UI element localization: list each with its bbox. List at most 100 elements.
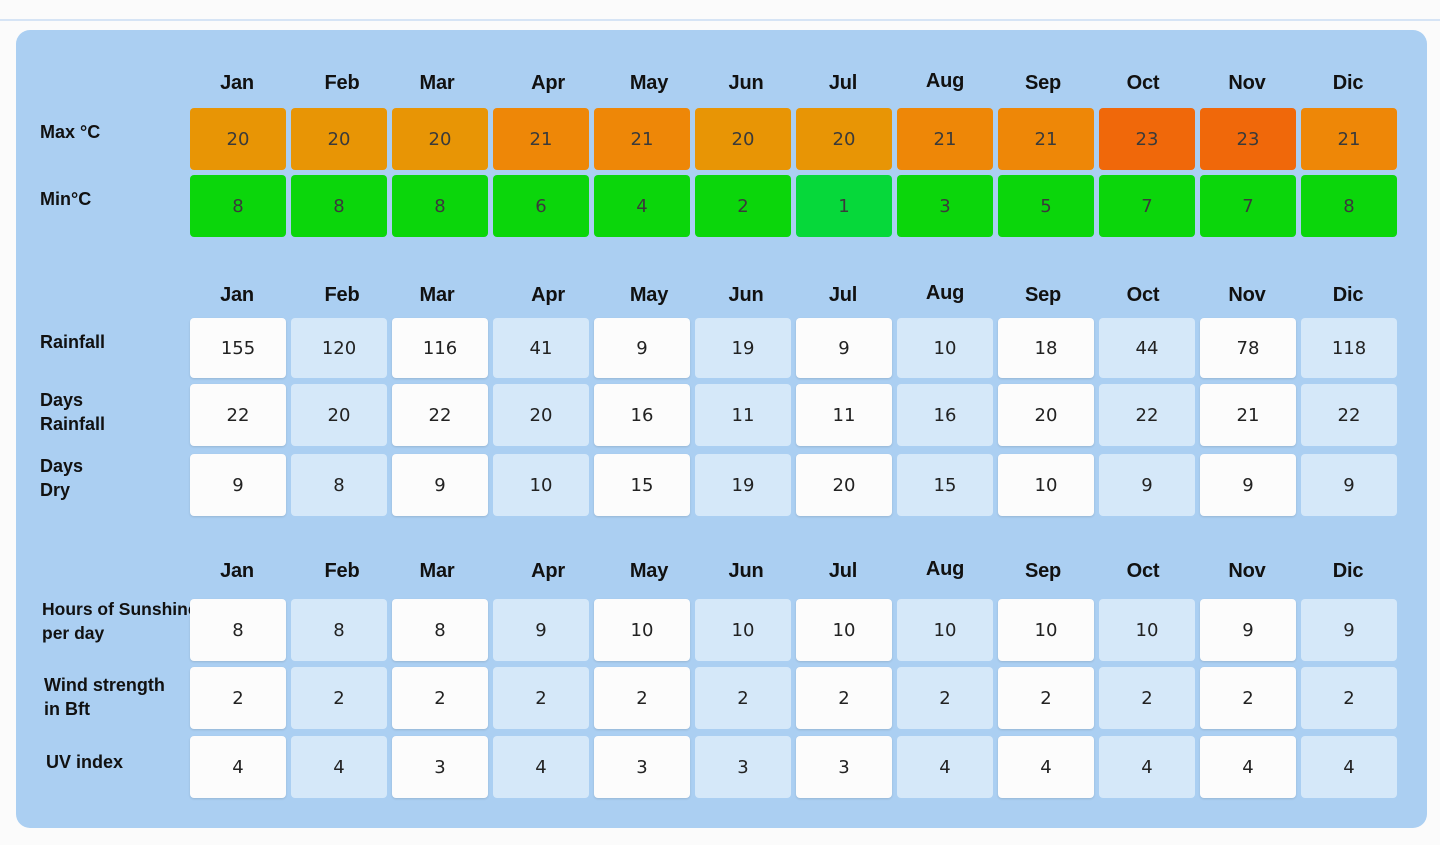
month-header-jan: Jan [220,284,254,306]
month-header-jun: Jun [728,284,764,306]
value-cell: 8 [392,599,488,661]
month-header-jun: Jun [728,72,764,94]
value-cell: 10 [897,599,993,661]
value-cell: 20 [291,108,387,170]
temperature-section: Jan Feb Mar Apr May Jun Jul Aug Sep Oct Nov Dic Max… [16,70,1427,242]
month-header-sep: Sep [1024,560,1062,582]
month-header-jan: Jan [220,560,254,582]
value-cell: 9 [1301,599,1397,661]
value-cell: 2 [897,667,993,729]
value-cell: 10 [695,599,791,661]
value-cell: 3 [594,736,690,798]
value-cell: 2 [695,175,791,237]
value-cell: 120 [291,318,387,378]
value-cell: 8 [392,175,488,237]
value-cell: 22 [190,384,286,446]
value-cell: 10 [897,318,993,378]
month-header-feb: Feb [324,72,360,94]
value-cell: 7 [1099,175,1195,237]
value-cell: 9 [1200,454,1296,516]
value-cell: 8 [291,599,387,661]
row-label-line: per day [42,623,105,643]
value-cell: 2 [291,667,387,729]
row-label: Max °C [40,122,101,142]
value-cell: 44 [1099,318,1195,378]
value-cell: 2 [1301,667,1397,729]
value-cell: 9 [392,454,488,516]
value-cell: 4 [493,736,589,798]
value-cell: 10 [998,454,1094,516]
row-label: Days Dry [40,454,83,502]
value-cell: 20 [493,384,589,446]
value-cell: 2 [998,667,1094,729]
value-cell: 9 [1200,599,1296,661]
month-header-jun: Jun [728,560,764,582]
sun-wind-uv-section: Jan Feb Mar Apr May Jun Jul Aug Sep Oct Nov Dic Hou… [16,558,1427,820]
month-header-oct: Oct [1126,560,1160,582]
climate-panel: Jan Feb Mar Apr May Jun Jul Aug Sep Oct Nov Dic Max… [16,30,1427,828]
month-header-may: May [629,284,669,306]
value-cell: 15 [897,454,993,516]
month-header-sep: Sep [1024,72,1062,94]
max-temp-row: Max °C 20 20 20 21 21 20 20 21 21 23 23 21 [16,108,1427,170]
value-cell: 5 [998,175,1094,237]
value-cell: 20 [796,108,892,170]
value-cell: 4 [1099,736,1195,798]
value-cell: 2 [796,667,892,729]
value-cell: 21 [897,108,993,170]
month-header-row: Jan Feb Mar Apr May Jun Jul Aug Sep Oct Nov Dic [190,558,1410,590]
month-header-nov: Nov [1228,560,1266,582]
month-header-row: Jan Feb Mar Apr May Jun Jul Aug Sep Oct Nov Dic [190,70,1410,102]
value-cell: 21 [1200,384,1296,446]
row-label-line: Rainfall [40,414,106,434]
value-cell: 23 [1200,108,1296,170]
value-cell: 18 [998,318,1094,378]
value-cell: 8 [190,175,286,237]
row-label-line: in Bft [44,699,90,719]
value-cell: 23 [1099,108,1195,170]
value-cell: 1 [796,175,892,237]
value-cell: 16 [594,384,690,446]
value-cell: 6 [493,175,589,237]
value-cell: 2 [493,667,589,729]
month-header-mar: Mar [419,72,455,94]
value-cell: 4 [594,175,690,237]
month-header-row: Jan Feb Mar Apr May Jun Jul Aug Sep Oct Nov Dic [190,282,1410,314]
month-header-may: May [629,560,669,582]
month-header-mar: Mar [419,560,455,582]
month-header-aug: Aug [925,70,965,92]
month-header-jul: Jul [828,560,858,582]
top-divider [0,19,1440,21]
value-cell: 4 [190,736,286,798]
row-label: Min°C [40,189,92,209]
value-cell: 3 [796,736,892,798]
month-header-dic: Dic [1332,72,1364,94]
value-cell: 4 [291,736,387,798]
value-cell: 16 [897,384,993,446]
value-cell: 11 [695,384,791,446]
sunshine-row: Hours of Sunshine per day 8 8 8 9 10 10 10 10 10… [16,599,1427,661]
value-cell: 20 [291,384,387,446]
row-label: Hours of Sunshine per day [42,597,198,645]
month-header-dic: Dic [1332,560,1364,582]
value-cell: 19 [695,318,791,378]
value-cell: 20 [392,108,488,170]
rainfall-section: Jan Feb Mar Apr May Jun Jul Aug Sep Oct Nov Dic Rai… [16,282,1427,524]
value-cell: 22 [392,384,488,446]
value-cell: 8 [291,454,387,516]
value-cell: 9 [1301,454,1397,516]
month-header-aug: Aug [925,282,965,304]
row-label-line: Days [40,390,84,410]
row-label-line: Days [40,456,84,476]
value-cell: 3 [695,736,791,798]
month-header-dic: Dic [1332,284,1364,306]
value-cell: 10 [998,599,1094,661]
value-cell: 3 [897,175,993,237]
value-cell: 20 [695,108,791,170]
value-cell: 21 [1301,108,1397,170]
month-header-nov: Nov [1228,72,1266,94]
value-cell: 10 [1099,599,1195,661]
value-cell: 10 [594,599,690,661]
month-header-nov: Nov [1228,284,1266,306]
